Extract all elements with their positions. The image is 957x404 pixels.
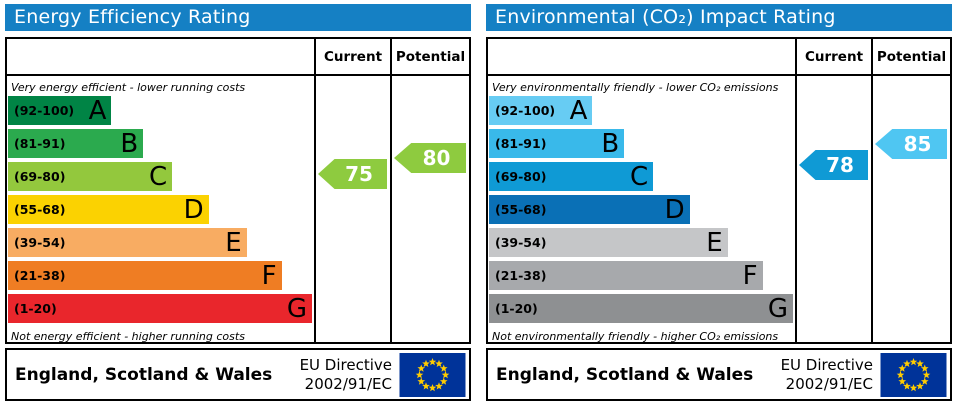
band-letter: A (569, 95, 588, 126)
environmental-impact-panel: Environmental (CO₂) Impact Rating Very e… (486, 4, 952, 401)
band-range-label: (92-100) (495, 103, 556, 118)
band-d: (55-68) D (489, 195, 690, 224)
band-range-label: (1-20) (495, 301, 538, 316)
band-c: (69-80) C (489, 161, 654, 192)
band-range-label: (39-54) (14, 235, 66, 250)
band-a: (92-100) A (8, 95, 112, 126)
band-area: Very environmentally friendly - lower CO… (488, 76, 795, 344)
band-f: (21-38) F (489, 261, 763, 290)
band-letter: D (664, 194, 685, 225)
current-column: Current 78 (795, 39, 871, 344)
bottom-caption: Not energy efficient - higher running co… (11, 330, 245, 343)
eu-flag-icon (399, 352, 466, 397)
band-letter: F (742, 260, 758, 291)
band-range-label: (69-80) (14, 169, 66, 184)
band-b: (81-91) B (489, 128, 625, 159)
band-letter: B (120, 128, 139, 159)
potential-column-header: Potential (873, 39, 950, 76)
band-letter: E (706, 227, 723, 258)
eu-directive-line2: 2002/91/EC (785, 374, 873, 393)
band-letter: D (183, 194, 204, 225)
current-rating-arrow: 75 (318, 159, 387, 189)
panel-footer: England, Scotland & Wales EU Directive 2… (486, 348, 952, 401)
band-e: (39-54) E (489, 228, 728, 257)
band-range-label: (81-91) (14, 136, 66, 151)
band-column: Very environmentally friendly - lower CO… (488, 39, 795, 344)
region-label: England, Scotland & Wales (15, 364, 273, 385)
band-area: Very energy efficient - lower running co… (7, 76, 314, 344)
eu-directive-line1: EU Directive (780, 355, 873, 374)
band-letter: G (767, 293, 788, 324)
band-g: (1-20) G (8, 294, 312, 323)
current-column-header: Current (316, 39, 390, 76)
band-d: (55-68) D (8, 195, 209, 224)
bottom-caption: Not environmentally friendly - higher CO… (492, 330, 779, 343)
band-letter: B (601, 128, 620, 159)
band-g: (1-20) G (489, 294, 793, 323)
band-range-label: (1-20) (14, 301, 57, 316)
potential-column-header: Potential (392, 39, 469, 76)
band-a: (92-100) A (489, 95, 593, 126)
band-b: (81-91) B (8, 128, 144, 159)
band-f: (21-38) F (8, 261, 282, 290)
band-range-label: (69-80) (495, 169, 547, 184)
eu-directive-label: EU Directive 2002/91/EC (781, 356, 873, 394)
region-label: England, Scotland & Wales (496, 364, 754, 385)
eu-flag-icon (880, 352, 947, 397)
panel-title: Environmental (CO₂) Impact Rating (486, 4, 952, 31)
band-range-label: (55-68) (495, 202, 547, 217)
potential-column: Potential 80 (390, 39, 469, 344)
band-letter: E (225, 227, 242, 258)
co2-rating-chart: Very environmentally friendly - lower CO… (486, 37, 952, 344)
current-column: Current 75 (314, 39, 390, 344)
band-column-header (7, 39, 314, 76)
panel-title: Energy Efficiency Rating (5, 4, 471, 31)
eu-directive-line1: EU Directive (299, 355, 392, 374)
band-range-label: (81-91) (495, 136, 547, 151)
band-letter: F (261, 260, 277, 291)
band-letter: G (286, 293, 307, 324)
band-letter: A (88, 95, 107, 126)
current-column-header: Current (797, 39, 871, 76)
band-range-label: (21-38) (14, 268, 66, 283)
potential-rating-arrow: 85 (875, 129, 947, 159)
band-range-label: (39-54) (495, 235, 547, 250)
band-range-label: (55-68) (14, 202, 66, 217)
potential-column: Potential 85 (871, 39, 950, 344)
eu-directive-line2: 2002/91/EC (304, 374, 392, 393)
band-range-label: (21-38) (495, 268, 547, 283)
potential-rating-arrow: 80 (394, 143, 466, 173)
band-e: (39-54) E (8, 228, 247, 257)
band-letter: C (149, 161, 168, 192)
band-letter: C (630, 161, 649, 192)
panel-footer: England, Scotland & Wales EU Directive 2… (5, 348, 471, 401)
energy-efficiency-panel: Energy Efficiency Rating Very energy eff… (5, 4, 471, 401)
band-column: Very energy efficient - lower running co… (7, 39, 314, 344)
current-rating-arrow: 78 (799, 150, 868, 180)
energy-rating-chart: Very energy efficient - lower running co… (5, 37, 471, 344)
band-column-header (488, 39, 795, 76)
top-caption: Very energy efficient - lower running co… (11, 81, 246, 94)
eu-directive-label: EU Directive 2002/91/EC (300, 356, 392, 394)
top-caption: Very environmentally friendly - lower CO… (492, 81, 779, 94)
band-c: (69-80) C (8, 161, 173, 192)
band-range-label: (92-100) (14, 103, 75, 118)
